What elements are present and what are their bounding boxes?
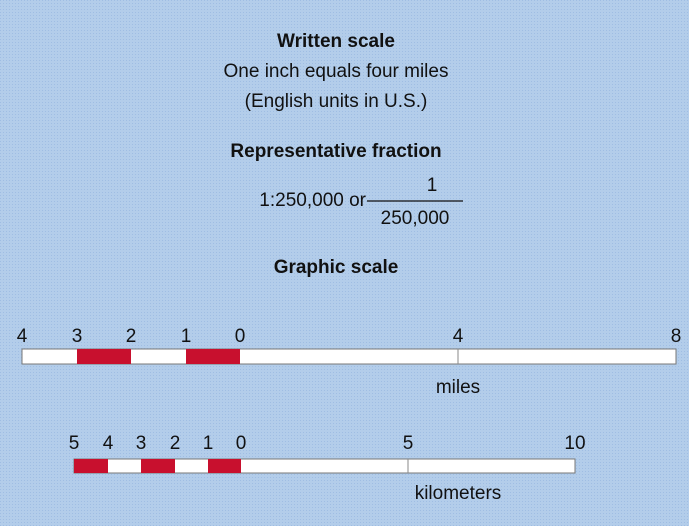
scale-label: 0 [236, 433, 247, 454]
scale-label: 4 [17, 326, 28, 347]
miles-bar: miles [21, 348, 677, 398]
red-segment [74, 459, 108, 473]
red-segment [208, 459, 241, 473]
red-segment [141, 459, 175, 473]
ratio: 1:250,000 or [259, 190, 366, 211]
scale-label: 10 [564, 433, 585, 454]
red-segment [186, 349, 240, 364]
unit-label: miles [436, 377, 480, 398]
scale-label: 2 [126, 326, 137, 347]
section-title: Representative fraction [230, 141, 441, 162]
unit-label: kilometers [415, 483, 502, 504]
scale-label: 1 [181, 326, 192, 347]
red-segment [77, 349, 131, 364]
scale-label: 0 [235, 326, 246, 347]
scale-label: 2 [170, 433, 181, 454]
scale-label: 1 [203, 433, 214, 454]
denominator: 250,000 [381, 208, 450, 229]
numerator: 1 [427, 175, 438, 196]
scale-label: 3 [136, 433, 147, 454]
scale-label: 8 [671, 326, 682, 347]
scale-label: 3 [72, 326, 83, 347]
section-title: Written scale [277, 31, 395, 52]
section-title: Graphic scale [274, 257, 399, 278]
scale-label: 5 [403, 433, 414, 454]
bar-outline [21, 348, 677, 365]
scale-label: 5 [69, 433, 80, 454]
scale-label: 4 [453, 326, 464, 347]
scale-label: 4 [103, 433, 114, 454]
text-line: One inch equals four miles [224, 61, 449, 82]
kilometers-bar: kilometers [73, 458, 576, 504]
text-line: (English units in U.S.) [245, 91, 428, 112]
